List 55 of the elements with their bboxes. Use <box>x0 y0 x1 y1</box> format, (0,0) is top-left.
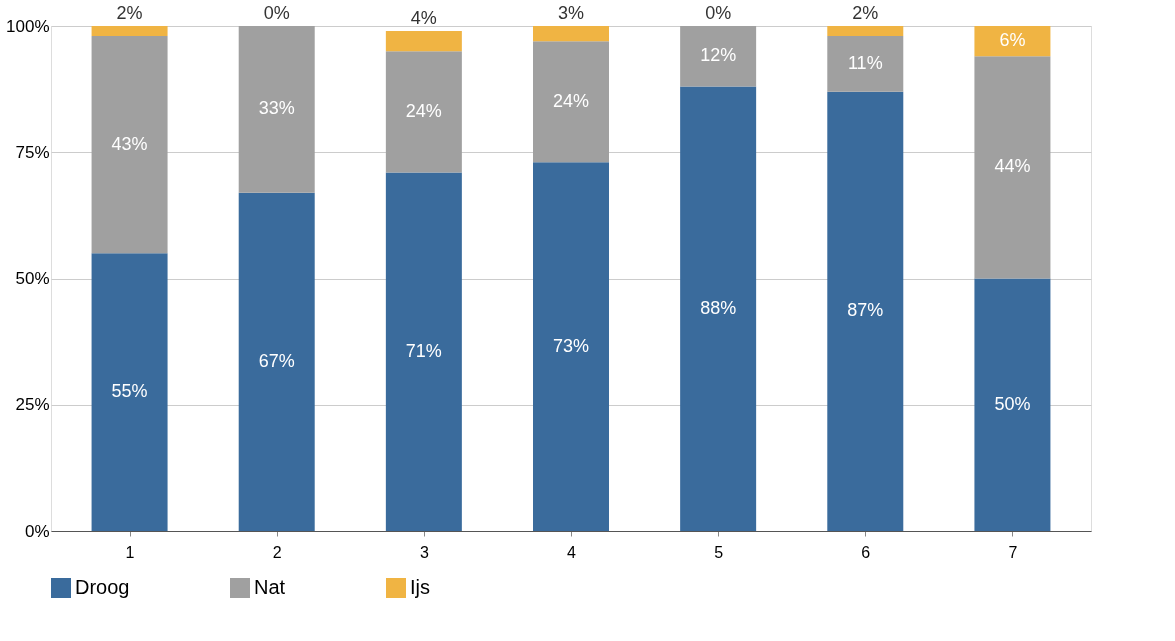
bar <box>533 162 609 531</box>
x-tick-label: 2 <box>272 543 282 561</box>
data-label: 2% <box>116 3 143 23</box>
legend-label: Nat <box>254 576 286 598</box>
data-label: 67% <box>258 350 295 371</box>
bar <box>827 36 904 92</box>
y-tick-label: 75% <box>15 142 50 162</box>
x-tick-label: 1 <box>125 543 135 561</box>
bar <box>385 172 462 531</box>
data-label: 0% <box>705 3 732 23</box>
data-label: 4% <box>410 8 437 29</box>
data-label: 73% <box>552 335 590 356</box>
x-tick-label: 4 <box>567 543 577 561</box>
bar <box>680 86 757 531</box>
bar <box>91 26 168 37</box>
data-label: 24% <box>552 90 590 111</box>
bar <box>680 26 757 87</box>
data-label: 50% <box>994 393 1031 414</box>
legend-label: Ijs <box>410 576 430 598</box>
y-tick-label: 0% <box>24 521 50 541</box>
data-label: 71% <box>405 340 442 361</box>
x-tick-label: 6 <box>861 543 871 561</box>
bar <box>533 26 609 42</box>
y-tick-label: 50% <box>15 269 50 288</box>
data-label: 33% <box>258 98 295 119</box>
data-label: 6% <box>999 30 1026 51</box>
data-label: 55% <box>111 381 148 402</box>
data-label: 11% <box>847 52 883 73</box>
data-label: 12% <box>700 45 737 66</box>
data-label: 2% <box>852 3 879 23</box>
bar <box>827 26 904 37</box>
data-label: 3% <box>557 3 585 23</box>
x-tick-label: 3 <box>419 543 429 561</box>
data-label: 43% <box>111 133 148 154</box>
bar <box>974 26 1051 57</box>
data-label: 88% <box>700 297 737 318</box>
data-label: 0% <box>263 3 290 23</box>
bar <box>827 91 904 531</box>
bar <box>238 26 315 193</box>
x-tick-label: 5 <box>714 543 724 561</box>
y-tick-label: 100% <box>6 16 50 36</box>
bar <box>974 278 1051 531</box>
bar <box>533 41 609 163</box>
bar <box>91 253 168 531</box>
bar <box>385 31 462 52</box>
data-label: 87% <box>847 300 884 321</box>
bar <box>974 56 1051 279</box>
legend-label: Droog <box>75 576 130 598</box>
y-tick-label: 25% <box>15 395 50 415</box>
data-label: 24% <box>405 100 442 121</box>
bar <box>238 192 315 531</box>
bar <box>91 36 168 254</box>
bar <box>385 51 462 173</box>
data-label: 44% <box>994 156 1031 177</box>
x-tick-label: 7 <box>1008 543 1018 561</box>
